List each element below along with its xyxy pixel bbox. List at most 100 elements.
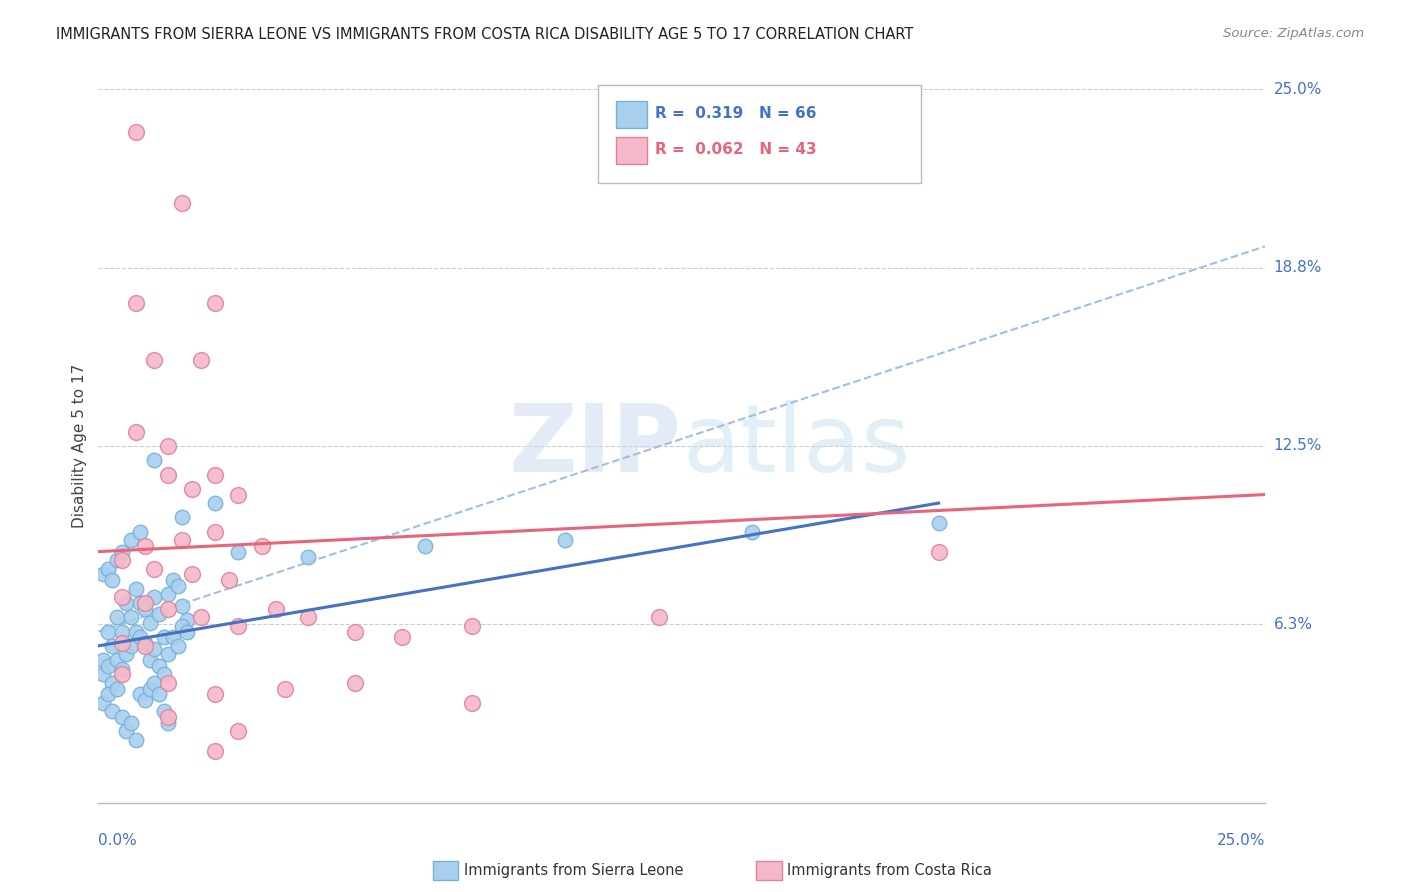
Point [928, 544, 950, 558]
Text: R =  0.319   N = 66: R = 0.319 N = 66 [655, 106, 817, 120]
Point [297, 550, 319, 565]
Text: 25.0%: 25.0% [1274, 82, 1322, 96]
Point [129, 687, 152, 701]
Text: atlas: atlas [682, 400, 910, 492]
Point [157, 587, 180, 601]
Point [166, 639, 188, 653]
Point [148, 687, 170, 701]
Point [111, 636, 134, 650]
Point [134, 636, 156, 650]
Point [647, 610, 669, 624]
Text: 0.0%: 0.0% [98, 833, 138, 848]
Point [461, 696, 484, 710]
Point [143, 676, 166, 690]
Point [143, 453, 166, 467]
Point [125, 733, 148, 747]
Point [115, 724, 138, 739]
Point [228, 544, 250, 558]
Point [228, 724, 250, 739]
Point [111, 591, 134, 605]
Text: R =  0.062   N = 43: R = 0.062 N = 43 [655, 143, 817, 157]
Point [125, 624, 148, 639]
Point [101, 705, 124, 719]
Point [152, 705, 174, 719]
Point [554, 533, 576, 548]
Point [204, 496, 226, 510]
Point [344, 676, 367, 690]
Point [111, 544, 134, 558]
Point [204, 296, 226, 310]
Point [105, 610, 128, 624]
Point [157, 467, 180, 482]
Point [176, 624, 198, 639]
Point [204, 687, 226, 701]
Point [180, 482, 202, 496]
Text: 25.0%: 25.0% [1218, 833, 1265, 848]
Point [91, 653, 114, 667]
Text: Immigrants from Costa Rica: Immigrants from Costa Rica [787, 863, 993, 878]
Point [101, 676, 124, 690]
Point [143, 591, 166, 605]
Text: ZIP: ZIP [509, 400, 682, 492]
Point [120, 639, 142, 653]
Point [190, 610, 212, 624]
Point [274, 681, 297, 696]
Point [111, 553, 134, 567]
Point [176, 613, 198, 627]
Point [157, 710, 180, 724]
Point [928, 516, 950, 530]
Point [172, 196, 194, 211]
Point [204, 467, 226, 482]
Point [97, 562, 120, 576]
Point [157, 648, 180, 662]
Point [139, 653, 162, 667]
Point [228, 487, 250, 501]
Point [157, 439, 180, 453]
Text: 6.3%: 6.3% [1274, 617, 1313, 632]
Point [143, 562, 166, 576]
Point [111, 710, 134, 724]
Point [97, 687, 120, 701]
Y-axis label: Disability Age 5 to 17: Disability Age 5 to 17 [72, 364, 87, 528]
Point [162, 573, 184, 587]
Point [172, 599, 194, 613]
Point [228, 619, 250, 633]
Point [461, 619, 484, 633]
Point [101, 573, 124, 587]
Text: 12.5%: 12.5% [1274, 439, 1322, 453]
Point [172, 619, 194, 633]
Point [413, 539, 436, 553]
Point [134, 693, 156, 707]
Point [157, 676, 180, 690]
Point [120, 533, 142, 548]
Point [115, 596, 138, 610]
Point [250, 539, 273, 553]
Point [264, 601, 287, 615]
Point [152, 667, 174, 681]
Point [125, 582, 148, 596]
Point [162, 630, 184, 644]
Point [134, 601, 156, 615]
Point [139, 615, 162, 630]
Point [125, 425, 148, 439]
Point [143, 353, 166, 368]
Point [172, 533, 194, 548]
Point [111, 624, 134, 639]
Point [129, 524, 152, 539]
Point [129, 596, 152, 610]
Point [115, 648, 138, 662]
Point [172, 510, 194, 524]
Point [204, 524, 226, 539]
Point [91, 667, 114, 681]
Point [105, 553, 128, 567]
Point [91, 696, 114, 710]
Point [105, 681, 128, 696]
Point [111, 667, 134, 681]
Point [139, 681, 162, 696]
Point [97, 658, 120, 673]
Point [97, 624, 120, 639]
Point [391, 630, 413, 644]
Point [125, 125, 148, 139]
Point [297, 610, 319, 624]
Text: Source: ZipAtlas.com: Source: ZipAtlas.com [1223, 27, 1364, 40]
